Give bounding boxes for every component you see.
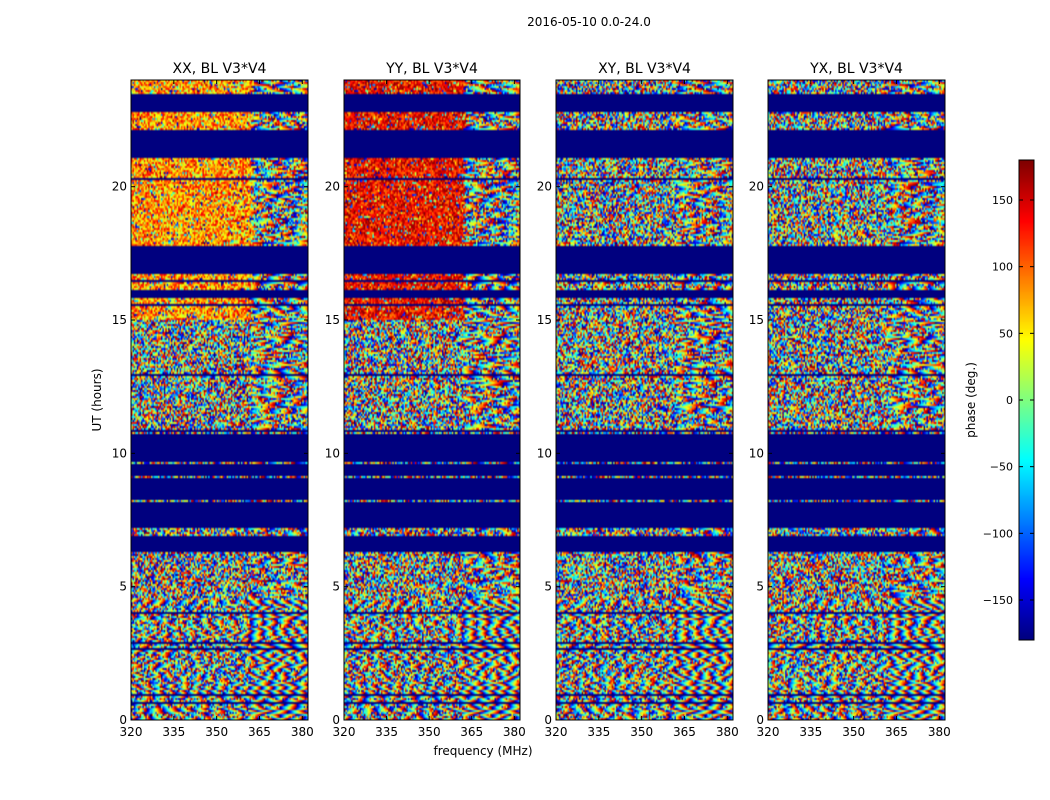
panel-xy-heatmap — [556, 80, 733, 720]
panel-xx-heatmap — [131, 80, 308, 720]
y-axis-label: UT (hours) — [90, 368, 104, 431]
x-tick-label: 365 — [248, 725, 271, 739]
colorbar-ticks: 150 100 50 0 −50 −100 −150 — [983, 194, 1034, 607]
y-tick-label: 0 — [544, 713, 552, 727]
colorbar-tick-label: −50 — [990, 461, 1013, 474]
x-tick-label: 350 — [842, 725, 865, 739]
y-tick-label: 10 — [537, 446, 552, 460]
panel-yy-frame — [343, 79, 521, 721]
y-tick-label: 10 — [112, 446, 127, 460]
y-tick-label: 5 — [756, 580, 764, 594]
panel-yx-heatmap — [768, 80, 945, 720]
y-tick-label: 15 — [537, 313, 552, 327]
panel-xx-title: XX, BL V3*V4 — [173, 61, 267, 77]
colorbar-tick-label: 50 — [999, 327, 1013, 340]
panel-yx: YX, BL V3*V4 — [767, 61, 946, 721]
panel-yx-title: YX, BL V3*V4 — [809, 61, 903, 77]
colorbar-tick-label: 150 — [992, 194, 1013, 207]
y-tick-label: 20 — [325, 180, 340, 194]
x-tick-label: 320 — [333, 725, 356, 739]
x-tick-label: 320 — [545, 725, 568, 739]
x-tick-label: 350 — [205, 725, 228, 739]
panel-xx: XX, BL V3*V4 — [130, 61, 309, 721]
panel-xy-frame — [555, 79, 734, 721]
x-tick-label: 365 — [673, 725, 696, 739]
colorbar-tick-label: −150 — [983, 594, 1013, 607]
x-tick-label: 335 — [375, 725, 398, 739]
x-tick-label: 380 — [716, 725, 739, 739]
x-tick-label: 380 — [928, 725, 951, 739]
colorbar-tick-label: 0 — [1006, 394, 1013, 407]
y-tick-label: 10 — [325, 446, 340, 460]
y-tick-label: 20 — [112, 180, 127, 194]
y-tick-label: 0 — [332, 713, 340, 727]
y-tick-label: 5 — [119, 580, 127, 594]
y-tick-label: 0 — [119, 713, 127, 727]
panel-xx-frame — [130, 79, 309, 721]
x-tick-label: 335 — [799, 725, 822, 739]
y-tick-label: 15 — [112, 313, 127, 327]
y-tick-label: 20 — [749, 180, 764, 194]
panel-xy: XY, BL V3*V4 — [555, 61, 734, 721]
panel-yy-heatmap — [344, 80, 520, 720]
y-tick-label: 10 — [749, 446, 764, 460]
panel-xy-title: XY, BL V3*V4 — [598, 61, 691, 77]
colorbar-label: phase (deg.) — [964, 362, 978, 438]
x-tick-label: 320 — [120, 725, 143, 739]
axis-ticks: 320 335 350 365 380 0 5 10 15 20 320 335 350 365 380 0 5… — [112, 80, 951, 739]
colorbar: 150 100 50 0 −50 −100 −150 phase (deg.) — [964, 159, 1035, 641]
y-tick-label: 5 — [332, 580, 340, 594]
y-tick-label: 20 — [537, 180, 552, 194]
colorbar-tick-label: −100 — [983, 527, 1013, 540]
y-tick-label: 15 — [325, 313, 340, 327]
x-tick-label: 350 — [418, 725, 441, 739]
x-tick-label: 320 — [757, 725, 780, 739]
figure-suptitle: 2016-05-10 0.0-24.0 — [527, 15, 651, 29]
x-tick-label: 380 — [503, 725, 526, 739]
x-tick-label: 365 — [460, 725, 483, 739]
x-tick-label: 350 — [630, 725, 653, 739]
colorbar-gradient — [1019, 160, 1034, 640]
x-tick-label: 335 — [587, 725, 610, 739]
x-axis-label: frequency (MHz) — [433, 744, 532, 758]
y-tick-label: 15 — [749, 313, 764, 327]
y-tick-label: 5 — [544, 580, 552, 594]
colorbar-tick-label: 100 — [992, 261, 1013, 274]
panel-yx-frame — [767, 79, 946, 721]
x-tick-label: 335 — [162, 725, 185, 739]
x-tick-label: 365 — [885, 725, 908, 739]
panel-yy-title: YY, BL V3*V4 — [385, 61, 478, 77]
y-tick-label: 0 — [756, 713, 764, 727]
panel-yy: YY, BL V3*V4 — [343, 61, 521, 721]
x-tick-label: 380 — [291, 725, 314, 739]
